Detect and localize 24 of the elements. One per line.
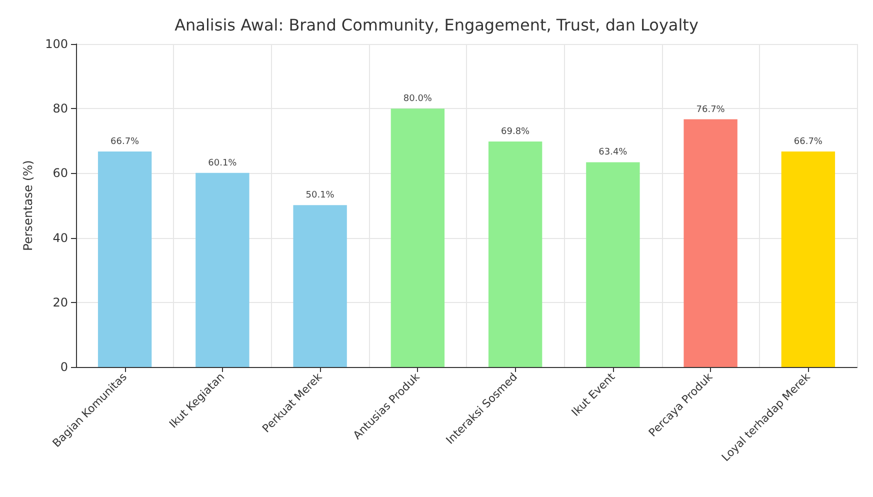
data-label: 76.7% <box>696 104 726 115</box>
bar <box>586 162 640 367</box>
bar <box>293 205 347 367</box>
data-label: 80.0% <box>403 94 432 104</box>
bar <box>390 108 445 367</box>
bar <box>196 172 250 367</box>
bar <box>98 152 152 367</box>
data-label: 66.7% <box>794 137 823 148</box>
y-tick-label: 20 <box>52 295 68 310</box>
y-tick-label: 60 <box>52 166 68 180</box>
y-tick-label: 80 <box>52 102 68 116</box>
y-tick-label: 100 <box>45 37 68 51</box>
data-label: 60.1% <box>208 158 238 168</box>
y-tick-label: 40 <box>52 230 68 245</box>
y-axis-title: Persentase (%) <box>21 160 36 251</box>
chart-title: Analisis Awal: Brand Community, Engagement, Trust, dan Loyalty <box>174 16 698 34</box>
y-tick-label: 0 <box>60 360 68 374</box>
data-label: 69.8% <box>501 127 530 138</box>
bar <box>684 119 738 367</box>
data-label: 63.4% <box>598 148 628 158</box>
bar <box>488 142 542 367</box>
data-label: 50.1% <box>306 190 335 201</box>
data-label: 66.7% <box>110 137 140 148</box>
bar <box>781 152 836 367</box>
